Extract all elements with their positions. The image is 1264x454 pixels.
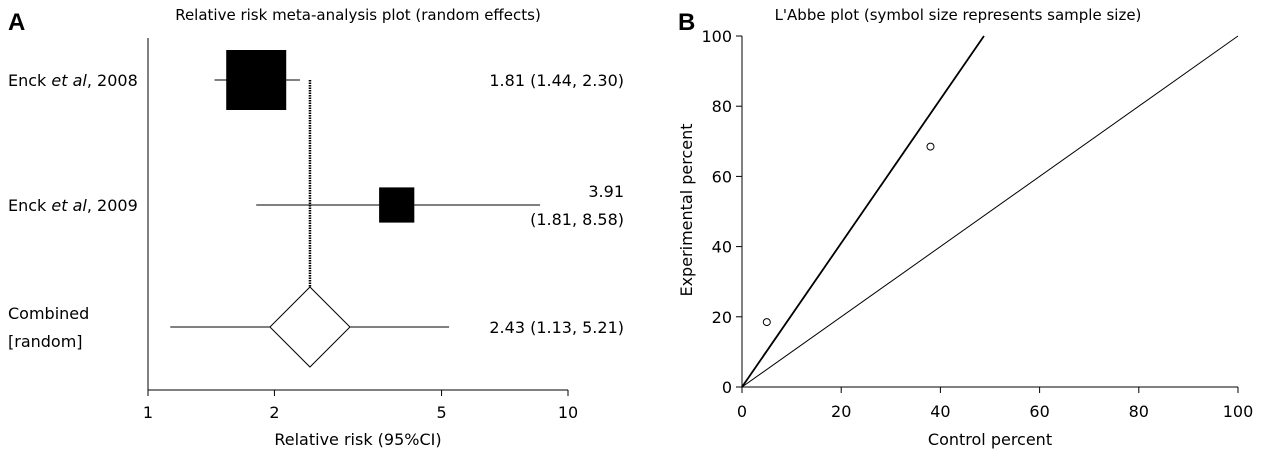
labbe-y-tick-label: 60 [712, 167, 732, 186]
combined-label: Combined [8, 304, 89, 323]
labbe-x-tick-label: 100 [1223, 402, 1254, 421]
study-label-author: Enck [8, 196, 51, 215]
pooled-effect-line [741, 35, 985, 388]
study-point [926, 142, 935, 151]
labbe-x-tick-label: 40 [930, 402, 950, 421]
labbe-y-tick-label: 40 [712, 238, 732, 257]
study-label-etal: et al [51, 71, 87, 90]
study-label-year: , 2008 [87, 71, 138, 90]
combined-estimate-text: 2.43 (1.13, 5.21) [489, 318, 624, 337]
labbe-x-tick-label: 20 [831, 402, 851, 421]
study-label: Enck et al, 2008 [8, 71, 138, 90]
study-estimate-text: 3.91 [588, 182, 624, 201]
panel-a-letter: A [8, 9, 25, 36]
labbe-x-tick-label: 80 [1129, 402, 1149, 421]
labbe-y-tick-label: 80 [712, 97, 732, 116]
labbe-y-tick-label: 0 [722, 378, 732, 397]
study-label: Enck et al, 2009 [8, 196, 138, 215]
study-label-year: , 2009 [87, 196, 138, 215]
study-label-etal: et al [51, 196, 87, 215]
labbe-xlabel: Control percent [928, 430, 1052, 449]
study-estimate-text: 1.81 (1.44, 2.30) [489, 71, 624, 90]
labbe-ylabel: Experimental percent [677, 123, 696, 296]
combined-label-sub: [random] [8, 332, 83, 351]
forest-x-tick-label: 5 [436, 403, 446, 422]
study-point-box [379, 187, 415, 223]
forest-xlabel: Relative risk (95%CI) [274, 430, 441, 449]
combined-diamond [269, 286, 351, 368]
forest-x-tick-label: 10 [558, 403, 578, 422]
forest-x-tick-label: 2 [269, 403, 279, 422]
study-label-author: Enck [8, 71, 51, 90]
equality-line [741, 35, 1239, 388]
forest-title: Relative risk meta-analysis plot (random… [175, 6, 541, 24]
labbe-x-tick-label: 60 [1029, 402, 1049, 421]
panel-b-letter: B [678, 9, 695, 36]
labbe-plot: 0 20 40 60 80 100 0 20 40 60 80 100 [701, 27, 1253, 421]
labbe-y-tick-label: 100 [701, 27, 732, 46]
labbe-x-tick-label: 0 [737, 402, 747, 421]
study-point-box [226, 50, 287, 110]
forest-x-tick-label: 1 [143, 403, 153, 422]
labbe-title: L'Abbe plot (symbol size represents samp… [775, 6, 1142, 24]
study-point [762, 318, 771, 327]
labbe-y-tick-label: 20 [712, 308, 732, 327]
study-estimate-ci-text: (1.81, 8.58) [530, 210, 624, 229]
